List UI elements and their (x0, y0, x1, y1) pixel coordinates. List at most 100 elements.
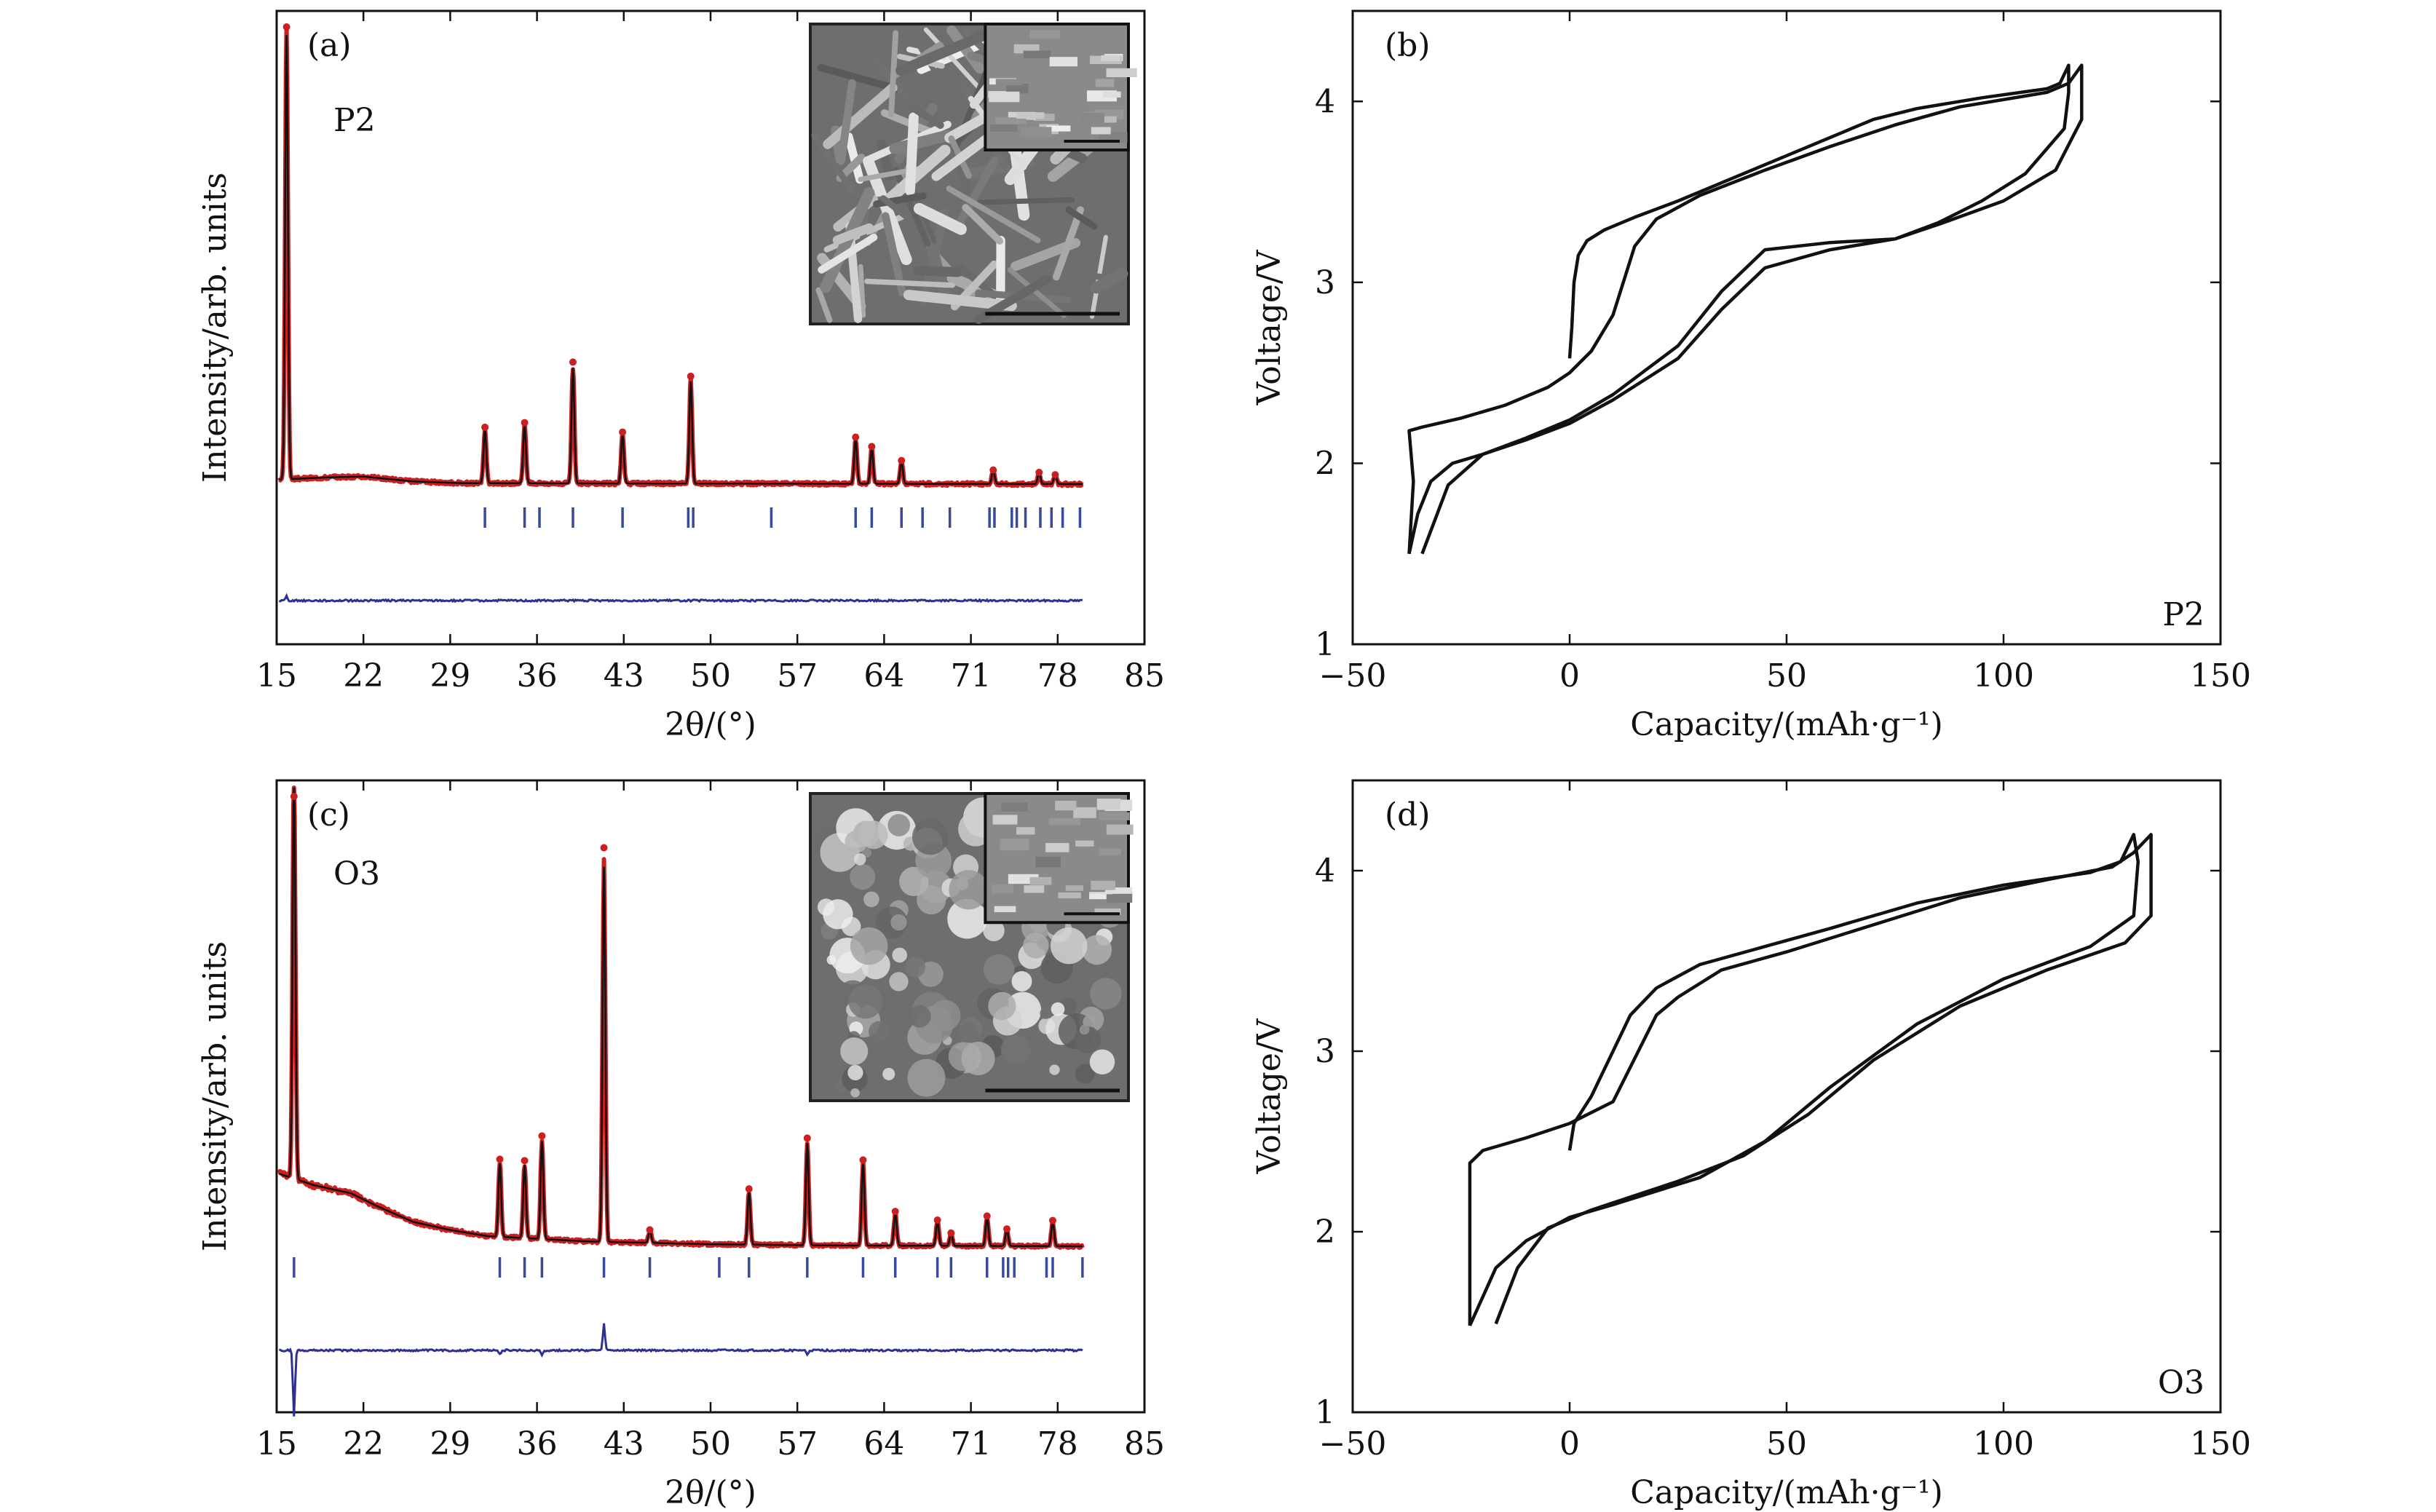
plot-frame (1351, 779, 2222, 1414)
x-tick-label: 22 (343, 657, 384, 694)
observed-peak-point (745, 1185, 753, 1193)
observed-peak-point (1048, 1216, 1056, 1224)
sem-particle (850, 927, 888, 965)
sem-particle (889, 130, 954, 154)
sem-particle (961, 1041, 995, 1076)
observed-peak-point (947, 1229, 955, 1237)
x-tick-label: 22 (343, 1425, 384, 1462)
y-tick-label: 2 (1315, 445, 1335, 482)
sem-sub-particle (1016, 827, 1035, 835)
x-tick-label: 85 (1124, 1425, 1165, 1462)
sem-particle (887, 814, 911, 836)
sem-particle (888, 30, 899, 118)
x-axis-title: 2θ/(°) (665, 1474, 756, 1511)
sem-particle (823, 899, 853, 930)
panel-label: (a) (307, 27, 352, 64)
x-tick-label: 100 (1973, 1425, 2034, 1462)
x-tick-label: 150 (2190, 1425, 2251, 1462)
sem-particle (962, 204, 1004, 245)
calculated-pattern-line (279, 787, 1083, 1248)
observed-peak-point (521, 419, 529, 427)
sem-particle (869, 1021, 890, 1042)
sem-sub-particle (1035, 856, 1061, 868)
panel-label: (c) (307, 796, 350, 834)
sem-particle (1074, 1026, 1101, 1053)
sem-sub-particle (1095, 79, 1115, 87)
x-tick-label: 0 (1559, 1425, 1580, 1462)
observed-peak-point (600, 844, 608, 852)
sample-label: P2 (333, 102, 376, 139)
sem-particle (817, 63, 901, 93)
panel-label: (d) (1385, 796, 1431, 834)
x-axis-title: Capacity/(mAh·g⁻¹) (1630, 706, 1943, 743)
sem-particle (1082, 935, 1112, 965)
sem-sub-particle (994, 117, 1027, 124)
y-tick-label: 3 (1315, 264, 1335, 301)
sem-sub-particle (1020, 127, 1052, 138)
sem-particle (908, 1005, 931, 1028)
sem-particle (850, 863, 876, 890)
sem-sub-particle (1048, 818, 1080, 826)
x-tick-label: 85 (1124, 657, 1165, 694)
sem-sub-particle (1106, 68, 1137, 78)
sem-inset-image (809, 23, 1137, 325)
sem-sub-particle (1029, 876, 1052, 885)
x-tick-label: 0 (1559, 657, 1580, 694)
sem-particle (1050, 927, 1088, 965)
sample-label: O3 (333, 855, 380, 892)
observed-peak-point (538, 1132, 546, 1140)
sem-sub-particle (1107, 887, 1133, 894)
y-tick-label: 1 (1315, 1394, 1335, 1431)
sem-particle (853, 853, 866, 866)
sem-particle (1000, 1034, 1031, 1065)
sem-particle (895, 25, 1001, 76)
sem-particle (1051, 1002, 1065, 1016)
sem-sub-particle (994, 906, 1016, 913)
sem-particle (859, 820, 888, 850)
x-tick-label: 50 (690, 657, 731, 694)
observed-peak-point (852, 433, 860, 441)
sem-particle (907, 1058, 946, 1097)
sem-sub-particle (1081, 112, 1104, 124)
sem-sub-particle (1029, 30, 1060, 39)
observed-peak-point (868, 443, 876, 451)
x-tick-label: 15 (256, 1425, 297, 1462)
sem-inset-image (809, 792, 1134, 1102)
sem-sub-particle (1099, 812, 1130, 820)
sem-particle (1023, 933, 1049, 959)
sem-sub-particle (1046, 125, 1071, 132)
sem-particle (882, 212, 906, 297)
sem-sub-particle (992, 884, 1013, 894)
observed-peak-point (1003, 1225, 1011, 1233)
sem-sub-particle (1023, 50, 1051, 58)
panel-c: 15 22 29 36 43 50 57 64 71 78 85 2θ/(°) Intensity/ar… (197, 779, 1165, 1511)
x-tick-label: 36 (517, 657, 558, 694)
sem-particle (847, 1064, 863, 1081)
sample-label: P2 (2162, 596, 2204, 633)
sem-sub-particle (1005, 83, 1029, 94)
sem-sub-particle (989, 124, 1018, 132)
observed-peak-point (983, 1212, 991, 1220)
x-axis-title: Capacity/(mAh·g⁻¹) (1630, 1474, 1943, 1511)
sem-particle (882, 144, 951, 207)
x-tick-label: 36 (517, 1425, 558, 1462)
sem-sub-particle (1091, 880, 1115, 890)
x-tick-label: 64 (863, 657, 904, 694)
sem-particle (977, 197, 1075, 205)
sem-sub-particle (1073, 807, 1096, 818)
y-tick-label: 4 (1315, 852, 1335, 890)
sem-particle (823, 83, 898, 149)
sem-particle (1065, 206, 1098, 230)
observed-peak-point (687, 372, 695, 380)
sem-sub-particle (1024, 885, 1045, 893)
sem-particle (1011, 971, 1032, 992)
panel-d: −50 0 50 100 150 Capacity/(mAh·g⁻¹) 1 2 3 4 Voltag… (1251, 779, 2251, 1511)
x-tick-label: 29 (430, 1425, 470, 1462)
sem-particle (1040, 1008, 1052, 1019)
sem-particle (917, 884, 946, 915)
x-tick-label: 43 (604, 657, 644, 694)
y-axis-title: Voltage/V (1251, 249, 1288, 405)
sem-sub-particle (989, 91, 1020, 103)
sem-particle (1007, 267, 1067, 318)
